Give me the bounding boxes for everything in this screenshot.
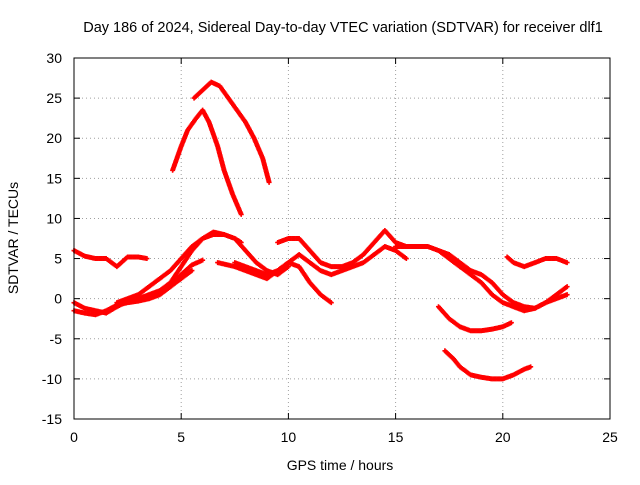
series-track-8 (232, 260, 334, 306)
y-tick-label: 30 (46, 50, 62, 66)
data-point (403, 256, 409, 262)
data-point (564, 284, 570, 290)
axis-ticks: 0 5 10 15 20 25 -15 -10 -5 0 5 10 15 20 25 30 (42, 50, 618, 445)
series-track-4 (114, 229, 291, 306)
y-tick-label: 15 (46, 170, 62, 186)
data-point (144, 256, 150, 262)
x-tick-label: 0 (70, 429, 78, 445)
y-tick-label: -10 (42, 371, 62, 387)
data-point (266, 179, 272, 185)
series-track-2 (71, 231, 244, 316)
y-tick-label: 25 (46, 90, 62, 106)
grid (74, 58, 610, 419)
series-track-11 (393, 244, 570, 311)
chart-title: Day 186 of 2024, Sidereal Day-to-day VTE… (83, 20, 603, 36)
data-point (238, 211, 244, 217)
data-point (508, 320, 514, 326)
series-track-14 (442, 348, 534, 382)
x-tick-label: 15 (388, 429, 404, 445)
data-series (71, 79, 570, 382)
y-axis-label: SDTVAR / TECUs (5, 182, 21, 294)
x-tick-label: 25 (602, 429, 618, 445)
x-axis-label: GPS time / hours (287, 457, 394, 473)
data-point (528, 364, 534, 370)
data-point (564, 260, 570, 266)
y-tick-label: 10 (46, 210, 62, 226)
x-tick-label: 20 (495, 429, 511, 445)
series-track-12 (446, 256, 570, 314)
data-point (189, 268, 195, 274)
series-track-10 (275, 227, 474, 274)
series-track-13 (435, 304, 514, 334)
series-track-5 (146, 268, 195, 302)
data-point (564, 292, 570, 298)
series-track-1 (71, 248, 150, 270)
plot-frame (73, 57, 611, 420)
y-tick-label: 5 (54, 251, 62, 267)
y-tick-label: -15 (42, 411, 62, 427)
series-track-6 (170, 107, 244, 217)
series-track-9 (215, 244, 409, 282)
series-track-15 (504, 254, 570, 270)
x-tick-label: 10 (281, 429, 297, 445)
y-tick-label: -5 (50, 331, 63, 347)
series-track-7 (191, 79, 272, 185)
x-tick-label: 5 (177, 429, 185, 445)
y-tick-label: 20 (46, 130, 62, 146)
data-point (328, 300, 334, 306)
data-point (200, 257, 206, 263)
y-tick-label: 0 (54, 291, 62, 307)
